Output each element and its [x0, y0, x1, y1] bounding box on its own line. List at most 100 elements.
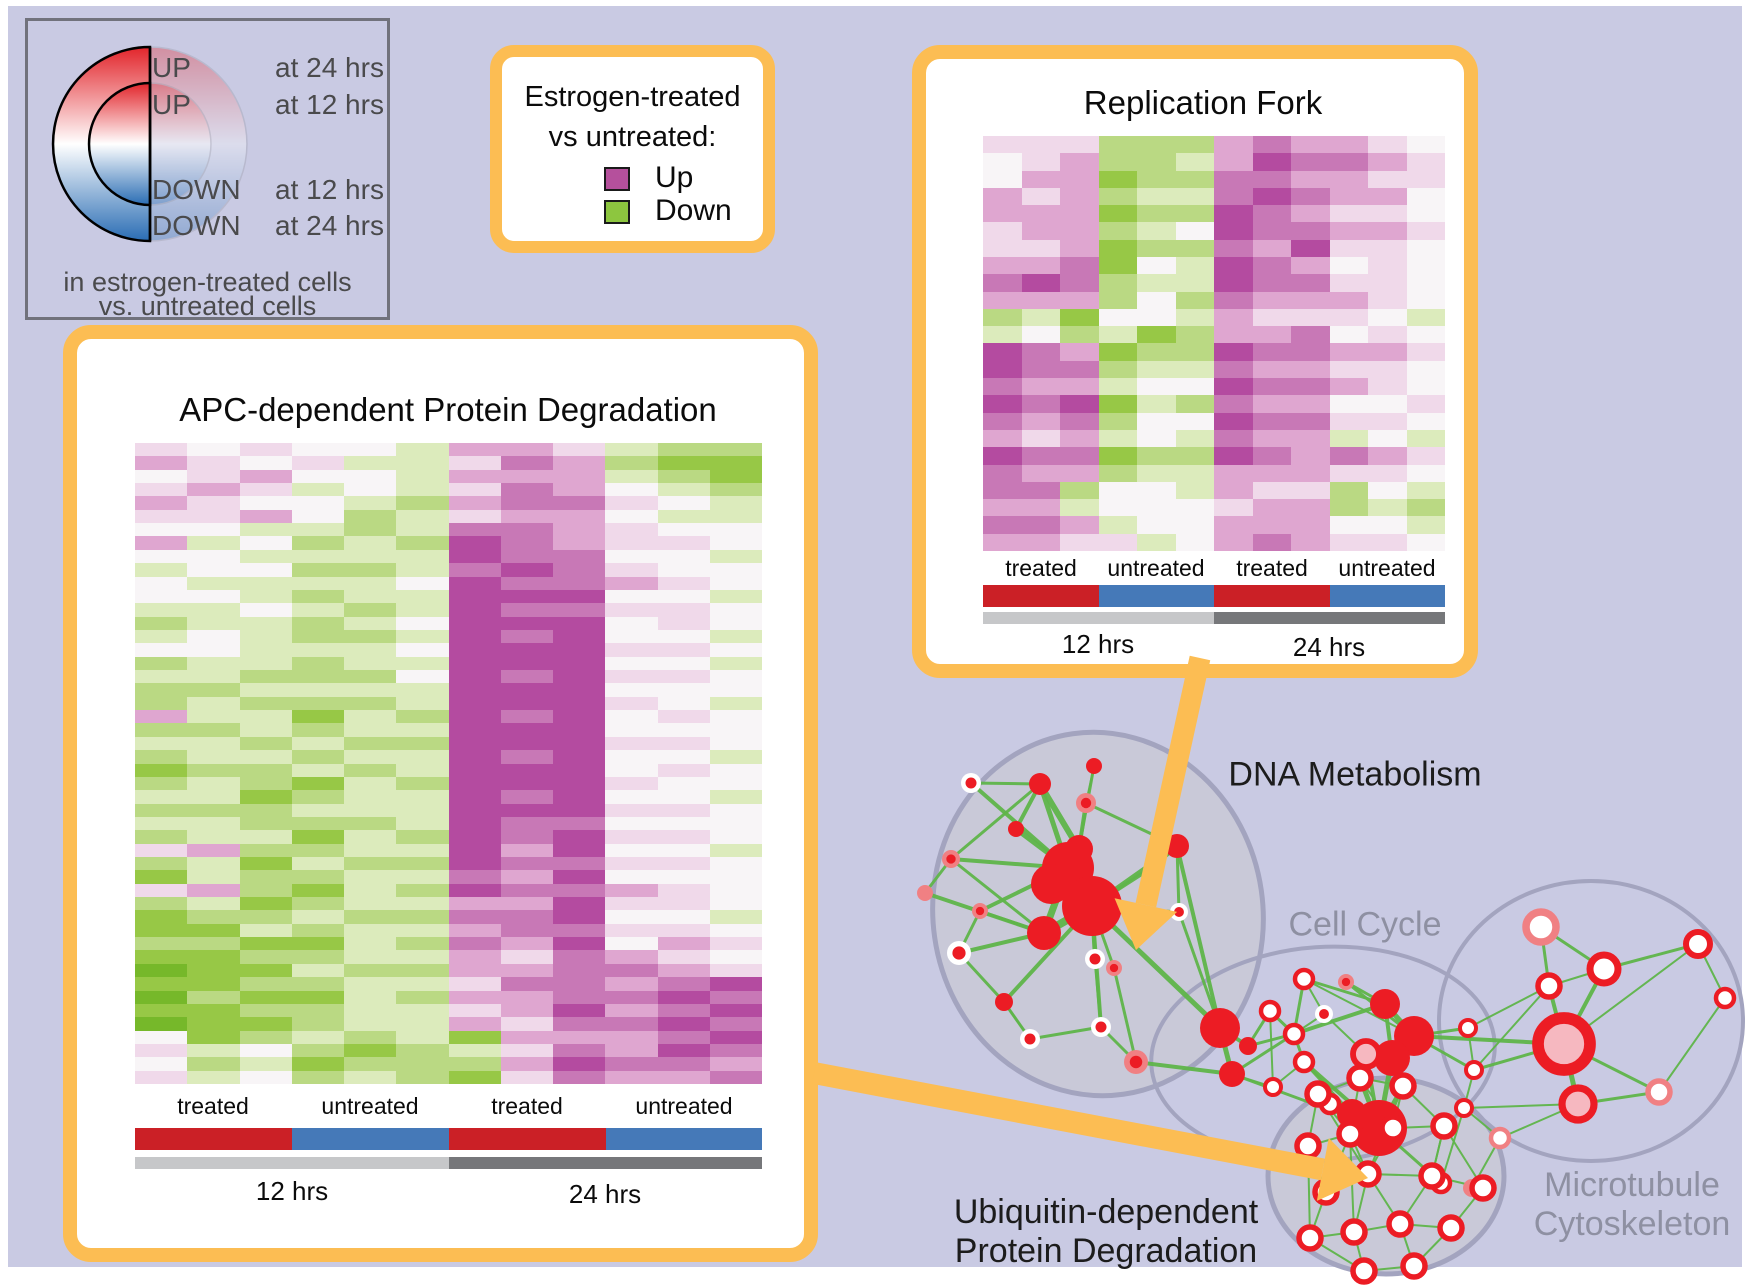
direction-legend: UP at 24 hrs UP at 12 hrs DOWN at 12 hrs…: [25, 18, 390, 321]
network-edge: [1292, 1002, 1387, 1036]
network-node: [1086, 758, 1102, 774]
network-node-core: [1095, 1021, 1107, 1033]
network-edge: [1175, 844, 1222, 1030]
network-edge: [1463, 1103, 1579, 1109]
network-edge: [1302, 977, 1387, 1006]
apc-untreated-bar-1: [292, 1128, 449, 1150]
network-edge: [1064, 845, 1083, 872]
apc-heatmap: [135, 443, 762, 1084]
network-edge: [1089, 843, 1180, 909]
network-edge: [1392, 1085, 1404, 1129]
network-node: [1532, 1012, 1596, 1076]
network-node: [1062, 876, 1122, 936]
cluster-ellipse-2: [1437, 879, 1745, 1163]
dir-label-down-12: DOWN: [152, 174, 241, 205]
network-edge: [1539, 925, 1551, 988]
network-edge: [1047, 864, 1072, 888]
network-edge: [1090, 864, 1156, 908]
cluster-ellipse-3: [1265, 1075, 1507, 1277]
network-edge: [1402, 1085, 1445, 1127]
network-node-core: [1024, 1033, 1036, 1045]
network-node: [947, 941, 971, 965]
cluster-label-dna-metabolism: DNA Metabolism: [1228, 755, 1482, 794]
network-node: [1258, 999, 1282, 1023]
network-edge: [1309, 1237, 1365, 1272]
network-edge: [1353, 1173, 1369, 1233]
apc-title: APC-dependent Protein Degradation: [179, 391, 717, 428]
network-edge: [949, 857, 1046, 935]
rf-group-label-3: treated: [1236, 555, 1308, 581]
network-edge: [1307, 1145, 1311, 1239]
dir-label-up-12: UP: [152, 89, 191, 120]
network-edge: [1152, 844, 1179, 868]
network-node: [1370, 989, 1400, 1019]
network-edge: [1175, 844, 1181, 914]
network-edge: [1359, 1077, 1394, 1129]
network-edge: [1547, 984, 1566, 1046]
network-edge: [949, 782, 1042, 861]
dir-label-up-24: UP: [152, 52, 191, 83]
network-edge: [1047, 880, 1096, 910]
network-node: [1106, 960, 1122, 976]
network-edge: [1363, 1265, 1415, 1272]
network-edge: [1093, 957, 1103, 1029]
network-edge: [1218, 1026, 1250, 1048]
network-node: [1683, 929, 1713, 959]
network-edge: [949, 857, 1070, 870]
network-edge: [1463, 1069, 1475, 1109]
rf-treated-bar-1: [983, 585, 1099, 607]
network-edge: [1325, 1173, 1369, 1193]
network-node-core: [1148, 860, 1160, 872]
network-node-core: [946, 854, 956, 864]
network-node: [1294, 1132, 1322, 1160]
network-edge: [1037, 781, 1082, 852]
network-node-core: [952, 946, 966, 960]
network-edge: [1014, 782, 1042, 831]
network-edge: [1349, 1127, 1394, 1135]
apc-12hrs-label: 12 hrs: [255, 1176, 329, 1206]
rf-untreated-bar-2: [1330, 585, 1445, 607]
network-edge: [978, 909, 1046, 935]
apc-treated-bar-2: [449, 1128, 606, 1150]
network-node-core: [1341, 977, 1351, 987]
network-edge: [1377, 1126, 1443, 1185]
network-node: [1292, 1050, 1316, 1074]
network-node: [1458, 1018, 1478, 1038]
network-node: [1336, 1120, 1364, 1148]
network-node: [1338, 974, 1354, 990]
color-legend-title-1: Estrogen-treated: [524, 81, 741, 113]
network-node: [1263, 1077, 1283, 1097]
network-edge: [1389, 1033, 1417, 1061]
network-edge: [1463, 1107, 1501, 1139]
network-edge: [957, 951, 1006, 1004]
panel-arrow-0: [1135, 655, 1211, 908]
network-edge: [1440, 1107, 1465, 1184]
network-edge: [1002, 904, 1094, 1004]
rf-group-label-1: treated: [1005, 555, 1077, 581]
rf-treated-bar-2: [1214, 585, 1330, 607]
network-node: [1020, 1029, 1040, 1049]
cluster-label-cell-cycle: Cell Cycle: [1288, 905, 1442, 944]
network-edge: [1302, 1060, 1381, 1130]
network-edge: [1399, 1175, 1433, 1225]
network-edge: [1473, 985, 1550, 1071]
replication-fork-heatmap: [983, 136, 1445, 551]
network-node: [1239, 1037, 1257, 1055]
apc-12hrs-bar: [135, 1157, 449, 1169]
apc-24hrs-label: 24 hrs: [568, 1179, 642, 1209]
network-edge: [1467, 985, 1550, 1029]
network-edge: [1099, 1025, 1138, 1064]
network-edge: [1134, 1060, 1234, 1076]
apc-group-label-4: untreated: [635, 1093, 733, 1119]
network-edge: [1323, 1013, 1367, 1055]
network-edge: [1272, 1061, 1305, 1088]
network-node: [1713, 986, 1737, 1010]
network-node: [1008, 821, 1024, 837]
network-edge: [1353, 1231, 1365, 1272]
panel-arrow-1: [811, 1062, 1325, 1181]
network-edge: [1316, 1092, 1381, 1130]
network-edge: [1450, 1187, 1484, 1229]
rf-group-label-4: untreated: [1338, 555, 1436, 581]
network-edge: [1230, 1072, 1381, 1130]
network-edge: [969, 781, 1042, 786]
